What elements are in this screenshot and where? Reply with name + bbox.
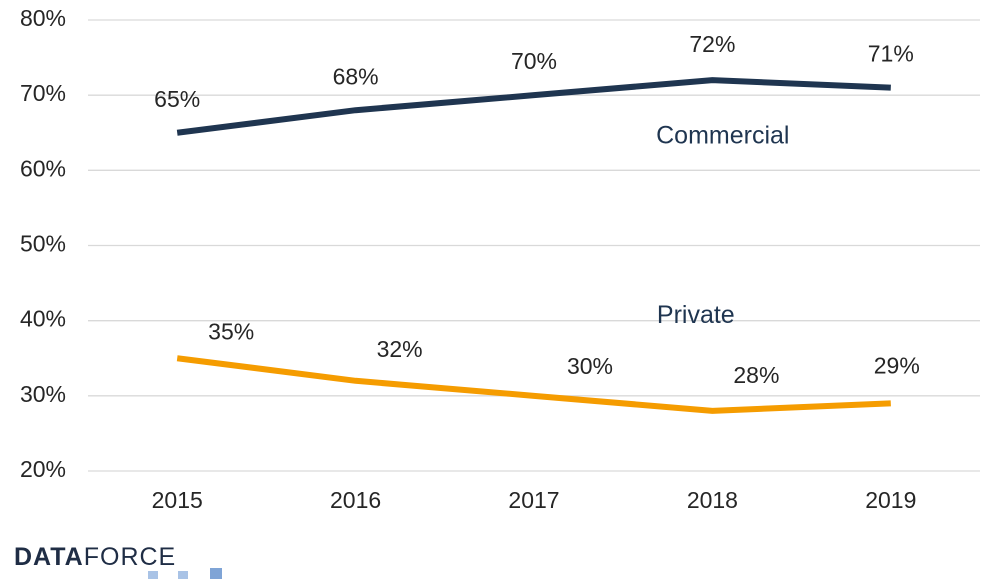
- x-tick-label: 2019: [865, 487, 916, 513]
- y-tick-label: 40%: [20, 306, 66, 332]
- x-tick-label: 2018: [687, 487, 738, 513]
- logo-bold: DATA: [14, 543, 84, 571]
- data-label: 30%: [567, 353, 613, 379]
- y-tick-label: 70%: [20, 80, 66, 106]
- data-label: 65%: [154, 86, 200, 112]
- y-tick-label: 20%: [20, 456, 66, 482]
- y-tick-label: 80%: [20, 5, 66, 31]
- series-line: [176, 355, 891, 414]
- data-label: 32%: [377, 336, 423, 362]
- x-tick-label: 2015: [152, 487, 203, 513]
- series-label: Private: [657, 301, 735, 329]
- logo-light: FORCE: [84, 543, 177, 571]
- data-label: 72%: [689, 31, 735, 57]
- x-tick-label: 2017: [508, 487, 559, 513]
- data-label: 28%: [733, 362, 779, 388]
- data-label: 68%: [333, 63, 379, 89]
- data-label: 71%: [868, 41, 914, 67]
- data-label: 29%: [874, 352, 920, 378]
- data-label: 35%: [208, 318, 254, 344]
- series-label: Commercial: [656, 121, 789, 149]
- logo-block: [178, 571, 188, 579]
- data-label: 70%: [511, 48, 557, 74]
- y-tick-label: 50%: [20, 231, 66, 257]
- series-line: [176, 77, 891, 136]
- logo-block: [148, 571, 158, 579]
- logo-block: [210, 568, 222, 579]
- x-tick-label: 2016: [330, 487, 381, 513]
- logo: DATAFORCE: [14, 543, 176, 571]
- y-tick-label: 30%: [20, 381, 66, 407]
- y-tick-label: 60%: [20, 155, 66, 181]
